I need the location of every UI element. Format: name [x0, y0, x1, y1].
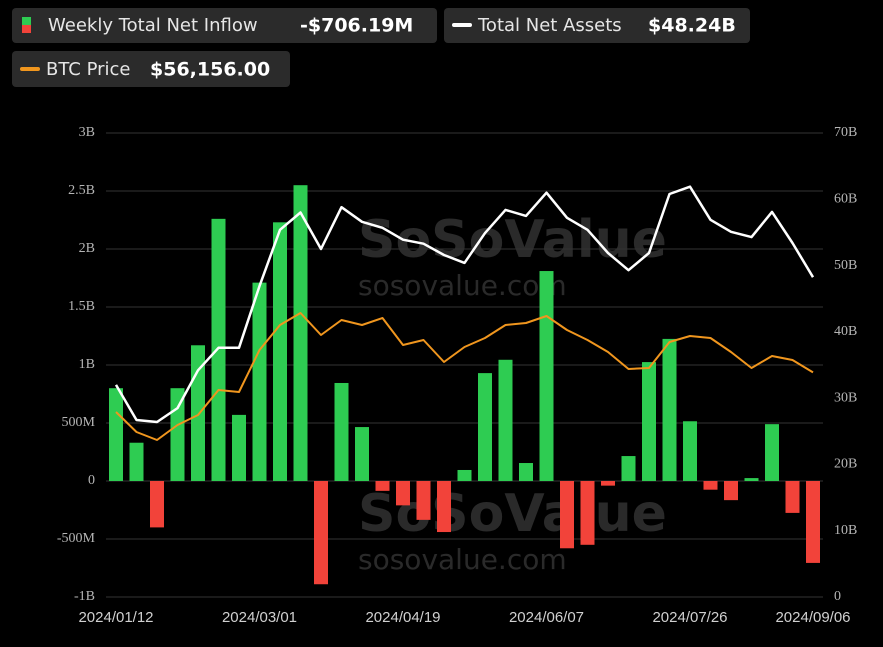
y2-tick-label: 20B — [834, 457, 857, 472]
y2-tick-label: 0 — [834, 589, 841, 604]
legend-value: -$706.19M — [300, 15, 413, 37]
legend-value: $56,156.00 — [150, 59, 270, 81]
bar — [601, 481, 615, 486]
y2-tick-label: 60B — [834, 192, 857, 207]
y-tick-label: -500M — [57, 531, 96, 546]
y-tick-label: 1.5B — [68, 299, 95, 314]
bar — [785, 481, 800, 513]
bar — [375, 481, 390, 491]
bar — [170, 388, 185, 481]
bar — [273, 222, 287, 481]
bar — [765, 424, 779, 481]
x-tick-label: 2024/04/19 — [365, 609, 440, 626]
y-tick-label: 2B — [79, 241, 95, 256]
y2-tick-label: 10B — [834, 523, 857, 538]
watermark-site: sosovalue.com — [358, 269, 567, 302]
legend-swatch — [22, 17, 31, 25]
bar — [580, 481, 595, 545]
plot-area: 3B 2.5B 2B 1.5B 1B 500M 0 -500M -1B 70B 60B 50B 40B 3… — [57, 125, 857, 626]
bar — [642, 362, 656, 481]
y2-tick-label: 50B — [834, 258, 857, 273]
bar — [683, 421, 697, 481]
bar — [150, 481, 164, 528]
legend: Weekly Total Net Inflow -$706.19M Total … — [12, 8, 750, 87]
line — [114, 185, 815, 424]
y2-tick-label: 40B — [834, 324, 857, 339]
x-tick-label: 2024/07/26 — [652, 609, 727, 626]
bar — [211, 218, 226, 481]
bar — [478, 373, 492, 481]
bar — [437, 481, 451, 533]
legend-box — [12, 8, 437, 43]
y-tick-label: 500M — [62, 415, 96, 430]
x-tick-label: 2024/06/07 — [509, 609, 584, 626]
y-tick-label: 0 — [88, 473, 95, 488]
x-tick-label: 2024/03/01 — [222, 609, 297, 626]
legend-label: Total Net Assets — [477, 15, 622, 36]
bar — [724, 481, 738, 501]
bar — [334, 382, 349, 481]
bar — [252, 282, 267, 481]
y-tick-label: -1B — [74, 589, 95, 604]
bar — [457, 469, 472, 481]
bar — [744, 478, 759, 481]
bar — [560, 481, 574, 549]
y-tick-label: 1B — [79, 357, 95, 372]
bar — [539, 271, 554, 481]
bar — [355, 427, 369, 481]
bar — [129, 442, 144, 481]
bar — [703, 481, 718, 490]
legend-label: Weekly Total Net Inflow — [48, 15, 258, 36]
bar — [396, 481, 410, 506]
legend-box — [12, 51, 290, 87]
bar — [662, 338, 677, 481]
bar — [293, 185, 308, 481]
watermark-site: sosovalue.com — [358, 543, 567, 576]
bar — [498, 359, 513, 481]
bar — [416, 481, 431, 520]
y2-tick-label: 70B — [834, 125, 857, 140]
bar — [806, 481, 820, 563]
legend-swatch — [22, 25, 31, 33]
line — [115, 312, 814, 441]
y-tick-label: 3B — [79, 125, 95, 140]
legend-label: BTC Price — [46, 59, 131, 80]
x-tick-label: 2024/01/12 — [78, 609, 153, 626]
bar — [621, 456, 636, 481]
bar — [314, 481, 328, 585]
legend-box — [444, 8, 750, 43]
bar — [232, 414, 246, 481]
y2-tick-label: 30B — [834, 390, 857, 405]
legend-value: $48.24B — [648, 15, 736, 37]
y-tick-label: 2.5B — [68, 183, 95, 198]
bar — [109, 388, 123, 481]
bar — [519, 463, 533, 481]
x-tick-label: 2024/09/06 — [775, 609, 850, 626]
